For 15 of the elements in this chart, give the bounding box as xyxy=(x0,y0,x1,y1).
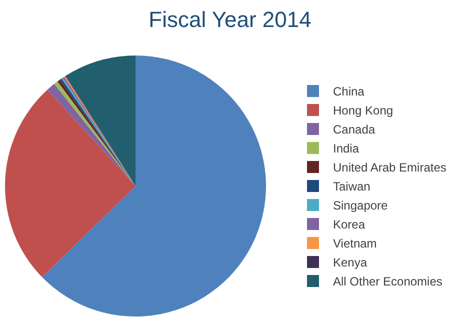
legend-label: United Arab Emirates xyxy=(333,160,446,175)
legend-label: Vietnam xyxy=(333,236,377,251)
legend-label: Hong Kong xyxy=(333,104,394,118)
pie-slice xyxy=(42,56,266,316)
legend-label: Singapore xyxy=(333,198,388,213)
pie-slice xyxy=(66,56,136,186)
legend-label: Taiwan xyxy=(333,180,370,194)
legend-label: All Other Economies xyxy=(333,274,442,289)
legend-label: Korea xyxy=(333,218,366,232)
legend-label: Kenya xyxy=(333,256,368,270)
legend-label: Canada xyxy=(333,122,376,137)
legend-label: India xyxy=(333,142,360,156)
pie-slice xyxy=(5,90,136,278)
chart-title: Fiscal Year 2014 xyxy=(148,7,312,32)
legend-label: China xyxy=(333,84,365,99)
